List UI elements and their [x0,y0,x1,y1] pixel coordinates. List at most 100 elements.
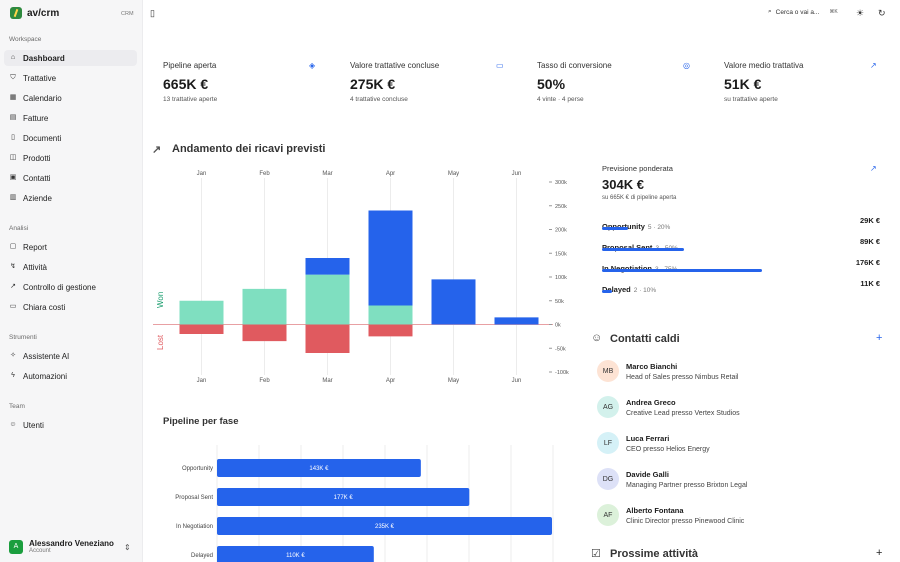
avatar: LF [597,432,619,454]
bar-lost[interactable] [368,324,413,337]
invoice-icon: ▤ [9,114,17,121]
y-tick-label: 100k [555,275,567,281]
bar-forecast[interactable] [494,317,539,325]
pipeline-bar[interactable] [217,546,374,562]
sidebar-item-assistente-ai[interactable]: ✧ Assistente AI [4,348,137,364]
sidebar-item-trattative[interactable]: ⛉ Trattative [4,70,137,86]
sidebar-item-prodotti[interactable]: ◫ Prodotti [4,150,137,166]
sun-icon[interactable]: ☀ [856,8,865,18]
pipeline-bar[interactable] [217,517,552,535]
sidebar-item-fatture[interactable]: ▤ Fatture [4,110,137,126]
bar-won[interactable] [305,274,350,325]
chart-icon: ↗ [10,283,16,290]
contact-item[interactable]: AG Andrea Greco Creative Lead presso Verte… [597,395,877,419]
x-tick-label: May [448,378,459,384]
sidebar-item-label: Assistente AI [23,351,70,361]
sidebar-item-chiara-costi[interactable]: ▭ Chiara costi [4,299,137,315]
handshake-icon: ⛉ [10,74,16,81]
sidebar-item-calendario[interactable]: ▦ Calendario [4,90,137,106]
sidebar-item-documenti[interactable]: ▯ Documenti [4,130,137,146]
contact-role: Clinic Director presso Pinewood Clinic [626,517,745,525]
bar-forecast[interactable] [368,210,413,306]
avatar: AF [597,504,619,526]
users-icon: ☺ [591,332,603,344]
sidebar-item-controllo-di-gestione[interactable]: ↗ Controllo di gestione [4,279,137,295]
x-tick-label: Jun [512,378,522,384]
contact-name: Alberto Fontana [626,505,684,515]
sidebar-item-contatti[interactable]: ▣ Contatti [4,170,137,186]
contact-item[interactable]: AF Alberto Fontana Clinic Director presso … [597,503,877,527]
sidebar-toggle-icon[interactable]: ▯ [150,8,155,18]
sidebar-item-attivita[interactable]: ↯ Attività [4,259,137,275]
forecast-row: Proposal Sent3 · 50%89K € [602,237,880,257]
y-tick-label: 250k [555,204,567,210]
bar-forecast[interactable] [305,258,350,275]
search-icon: ⌕ [768,8,772,15]
layers-icon: ◈ [309,61,316,70]
forecast-value: 304K € [602,177,644,192]
contact-role: Head of Sales presso Nimbus Retail [626,373,739,381]
contacts-icon: ▣ [9,174,17,181]
sidebar-item-label: Contatti [23,173,51,183]
kpi-title: Valore medio trattativa [724,61,804,70]
forecast-row-value: 11K € [860,279,880,288]
add-activity-button[interactable]: + [876,547,883,559]
bar-won[interactable] [242,288,287,325]
pipeline-bar[interactable] [217,459,421,477]
contact-item[interactable]: DG Davide Galli Managing Partner presso Br… [597,467,877,491]
chevron-updown-icon[interactable]: ⇕ [124,543,131,552]
x-tick-label: Feb [259,378,270,384]
bar-lost[interactable] [179,324,224,335]
x-tick-label: Jan [197,171,207,177]
sidebar-item-aziende[interactable]: ▥ Aziende [4,190,137,206]
lost-label: Lost [156,334,165,350]
forecast-row-label: Opportunity5 · 20% [602,222,670,231]
forecast-row: Delayed 2 · 10% 11K € [602,279,880,299]
bar-won[interactable] [179,300,224,325]
trend-icon: ↗ [152,144,162,156]
sparkle-icon: ✧ [10,352,16,359]
sidebar-item-automazioni[interactable]: ϟ Automazioni [4,368,137,384]
trend-up-icon: ↗ [870,164,877,173]
sidebar-item-label: Aziende [23,193,52,203]
brand-name: av/crm [27,7,60,19]
sidebar-item-label: Dashboard [23,53,65,63]
data-label: 110K € [286,553,305,559]
kpi-card-valore-medio: Valore medio trattativa 51K € su trattat… [724,61,882,141]
pipeline-bar[interactable] [217,488,470,506]
user-name: Alessandro Veneziano [29,539,114,548]
bar-won[interactable] [368,305,413,325]
sidebar-item-label: Fatture [23,113,49,123]
sidebar-item-utenti[interactable]: ☺ Utenti [4,417,137,433]
y-tick-label: 200k [555,228,567,234]
bar-forecast[interactable] [431,279,476,325]
sidebar-item-dashboard[interactable]: ⌂ Dashboard [4,50,137,66]
refresh-icon[interactable]: ↻ [878,8,886,18]
kpi-sub: su trattative aperte [724,96,778,103]
y-tick-label: 50k [555,299,564,305]
sidebar-item-label: Controllo di gestione [23,282,96,292]
activity-icon: ↯ [10,263,16,270]
forecast-row-bar [602,269,762,272]
revenue-title: Andamento dei ricavi previsti [172,143,326,155]
contact-role: CEO presso Helios Energy [626,445,710,453]
forecast-row-value: 89K € [859,237,880,246]
contact-item[interactable]: LF Luca Ferrari CEO presso Helios Energy [597,431,877,455]
sidebar-item-label: Documenti [23,133,62,143]
brand[interactable]: av/crm [10,7,59,19]
user-menu[interactable]: A Alessandro Veneziano Account [9,539,114,554]
x-tick-label: Feb [259,171,270,177]
contact-item[interactable]: MB Marco Bianchi Head of Sales presso Nimb… [597,359,877,383]
contact-role: Creative Lead presso Vertex Studios [626,409,740,417]
kpi-sub: 13 trattative aperte [163,96,218,103]
add-contact-button[interactable]: + [876,332,883,344]
bolt-icon: ϟ [11,372,15,379]
sidebar-item-report[interactable]: ▢ Report [4,239,137,255]
bar-lost[interactable] [242,324,287,342]
search-button[interactable]: ⌕ Cerca o vai a... ⌘K [768,8,838,16]
x-tick-label: Jun [512,171,522,177]
forecast-card: Previsione ponderata 304K € su 665K € di… [602,164,880,294]
bar-lost[interactable] [305,324,350,354]
kpi-card-concluse: Valore trattative concluse 275K € 4 trat… [350,61,508,141]
